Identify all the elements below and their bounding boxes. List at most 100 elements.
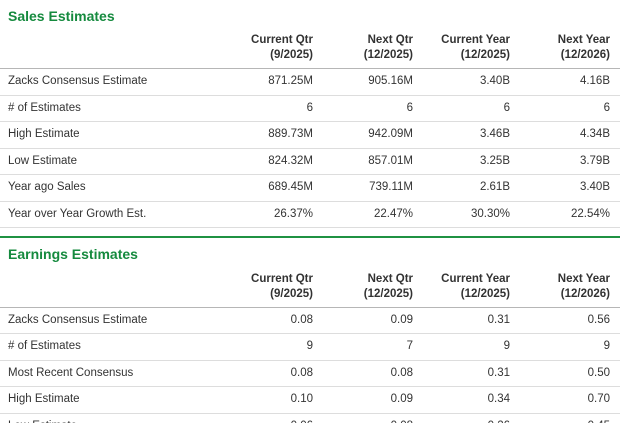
cell-value: 0.08	[313, 360, 413, 388]
cell-value: 30.30%	[413, 201, 510, 229]
row-label: High Estimate	[0, 121, 212, 149]
column-header: Next Year (12/2026)	[510, 269, 620, 308]
column-header-label: Next Qtr	[367, 34, 413, 47]
cell-value: 4.16B	[510, 68, 620, 96]
header-row: Current Qtr (9/2025) Next Qtr (12/2025) Curr…	[0, 31, 620, 70]
column-header-period: (12/2026)	[560, 287, 610, 300]
cell-value: 0.09	[313, 307, 413, 335]
cell-value: 0.26	[413, 413, 510, 423]
cell-value: 889.73M	[212, 121, 313, 149]
cell-value: 689.45M	[212, 174, 313, 202]
cell-value: 0.31	[413, 307, 510, 335]
column-header: Current Year (12/2025)	[413, 31, 510, 70]
column-header-period: (12/2025)	[363, 287, 413, 300]
sales-table-body: Zacks Consensus Estimate 871.25M 905.16M 3.…	[0, 68, 620, 229]
cell-value: 4.34B	[510, 121, 620, 149]
table-row: # of Estimates 6 6 6 6	[0, 95, 620, 123]
cell-value: 22.47%	[313, 201, 413, 229]
column-header: Current Qtr (9/2025)	[212, 31, 313, 70]
column-header-period: (12/2025)	[363, 49, 413, 62]
earnings-estimates-title: Earnings Estimates	[8, 246, 138, 263]
sales-estimates-title: Sales Estimates	[8, 8, 115, 24]
row-label: Low Estimate	[0, 148, 212, 176]
table-row: High Estimate 0.10 0.09 0.34 0.70	[0, 386, 620, 414]
row-label: Year over Year Growth Est.	[0, 201, 212, 229]
cell-value: 0.08	[313, 413, 413, 423]
cell-value: 6	[212, 95, 313, 123]
row-label: Zacks Consensus Estimate	[0, 68, 212, 96]
cell-value: 0.34	[413, 386, 510, 414]
column-header-label: Current Year	[441, 272, 510, 285]
row-label-header	[0, 31, 212, 70]
column-header-period: (9/2025)	[270, 49, 313, 62]
row-label: # of Estimates	[0, 333, 212, 361]
cell-value: 9	[510, 333, 620, 361]
cell-value: 0.70	[510, 386, 620, 414]
cell-value: 3.40B	[413, 68, 510, 96]
table-row: Most Recent Consensus 0.08 0.08 0.31 0.50	[0, 360, 620, 388]
column-header-period: (12/2025)	[460, 287, 510, 300]
row-label: Year ago Sales	[0, 174, 212, 202]
cell-value: 9	[413, 333, 510, 361]
cell-value: 9	[212, 333, 313, 361]
column-header-label: Next Year	[557, 34, 610, 47]
column-header-label: Next Qtr	[367, 272, 413, 285]
cell-value: 0.10	[212, 386, 313, 414]
table-row: Zacks Consensus Estimate 0.08 0.09 0.31 0.56	[0, 307, 620, 335]
row-label: # of Estimates	[0, 95, 212, 123]
column-header: Next Year (12/2026)	[510, 31, 620, 70]
cell-value: 905.16M	[313, 68, 413, 96]
cell-value: 0.09	[313, 386, 413, 414]
cell-value: 942.09M	[313, 121, 413, 149]
cell-value: 857.01M	[313, 148, 413, 176]
cell-value: 0.45	[510, 413, 620, 423]
column-header: Current Qtr (9/2025)	[212, 269, 313, 308]
section-divider	[0, 236, 620, 239]
cell-value: 871.25M	[212, 68, 313, 96]
column-header: Next Qtr (12/2025)	[313, 269, 413, 308]
cell-value: 0.08	[212, 360, 313, 388]
cell-value: 22.54%	[510, 201, 620, 229]
table-row: Zacks Consensus Estimate 871.25M 905.16M 3.…	[0, 68, 620, 96]
cell-value: 3.46B	[413, 121, 510, 149]
column-header-label: Current Qtr	[251, 272, 313, 285]
cell-value: 0.56	[510, 307, 620, 335]
table-row: Year over Year Growth Est. 26.37% 22.47% 30…	[0, 201, 620, 229]
cell-value: 3.25B	[413, 148, 510, 176]
earnings-table-body: Zacks Consensus Estimate 0.08 0.09 0.31 0.56…	[0, 307, 620, 423]
cell-value: 7	[313, 333, 413, 361]
column-header-period: (12/2026)	[560, 49, 610, 62]
cell-value: 0.06	[212, 413, 313, 423]
column-header-label: Current Year	[441, 34, 510, 47]
row-label: High Estimate	[0, 386, 212, 414]
cell-value: 3.40B	[510, 174, 620, 202]
column-header-label: Current Qtr	[251, 34, 313, 47]
cell-value: 824.32M	[212, 148, 313, 176]
cell-value: 0.50	[510, 360, 620, 388]
column-header-period: (12/2025)	[460, 49, 510, 62]
sales-table-header: Current Qtr (9/2025) Next Qtr (12/2025) Curr…	[0, 31, 620, 70]
table-row: Low Estimate 824.32M 857.01M 3.25B 3.79B	[0, 148, 620, 176]
table-row: High Estimate 889.73M 942.09M 3.46B 4.34B	[0, 121, 620, 149]
sales-estimates-section: Sales Estimates Current Qtr (9/2025) Next …	[0, 8, 620, 229]
cell-value: 2.61B	[413, 174, 510, 202]
column-header-period: (9/2025)	[270, 287, 313, 300]
row-label: Most Recent Consensus	[0, 360, 212, 388]
earnings-table-header: Current Qtr (9/2025) Next Qtr (12/2025) Curr…	[0, 269, 620, 308]
earnings-estimates-section: Earnings Estimates Current Qtr (9/2025) Ne…	[0, 238, 620, 423]
sales-estimates-table: Current Qtr (9/2025) Next Qtr (12/2025) Curr…	[0, 31, 620, 229]
row-label: Zacks Consensus Estimate	[0, 307, 212, 335]
column-header: Current Year (12/2025)	[413, 269, 510, 308]
column-header-label: Next Year	[557, 272, 610, 285]
cell-value: 3.79B	[510, 148, 620, 176]
cell-value: 6	[510, 95, 620, 123]
cell-value: 739.11M	[313, 174, 413, 202]
cell-value: 6	[313, 95, 413, 123]
row-label-header	[0, 269, 212, 308]
row-label: Low Estimate	[0, 413, 212, 423]
column-header: Next Qtr (12/2025)	[313, 31, 413, 70]
cell-value: 6	[413, 95, 510, 123]
cell-value: 0.08	[212, 307, 313, 335]
